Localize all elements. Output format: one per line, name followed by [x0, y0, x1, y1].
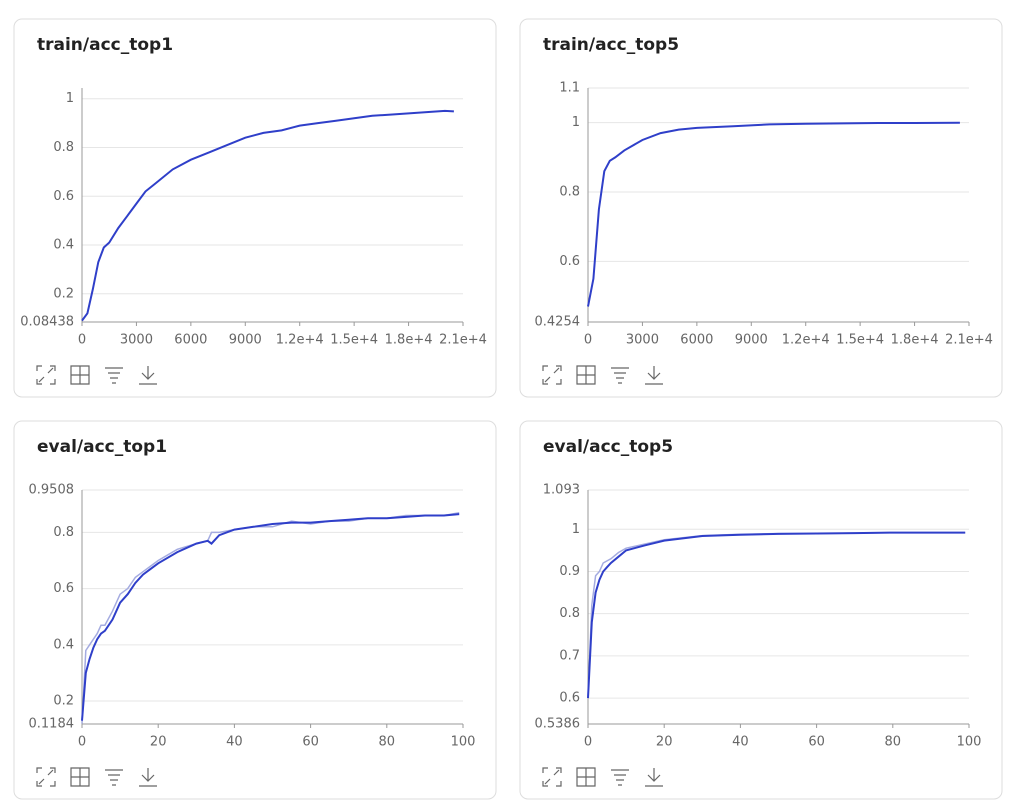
y-tick-label: 0.4 [53, 637, 74, 652]
restore-button[interactable] [70, 767, 90, 787]
download-button[interactable] [645, 768, 663, 787]
x-tick-label: 2.1e+4 [439, 333, 487, 348]
x-tick-label: 3000 [120, 333, 153, 348]
x-tick-label: 40 [732, 735, 749, 750]
download-button[interactable] [645, 366, 663, 385]
filter-button[interactable] [105, 367, 123, 384]
y-tick-label: 1.093 [543, 483, 580, 498]
x-tick-label: 0 [584, 333, 592, 348]
y-tick-label: 0.8 [559, 185, 580, 200]
series-line [587, 531, 966, 699]
fullscreen-button[interactable] [36, 365, 56, 385]
y-tick-label: 0.8 [53, 525, 74, 540]
y-tick-label: 0.6 [53, 581, 74, 596]
y-tick-label: 0.6 [53, 189, 74, 204]
y-tick-label: 0.8 [53, 140, 74, 155]
x-tick-label: 6000 [174, 333, 207, 348]
icon[interactable] [645, 366, 663, 385]
y-tick-label: 0.2 [53, 694, 74, 709]
restore-button[interactable] [70, 365, 90, 385]
y-tick-label: 1 [66, 91, 74, 106]
icon[interactable] [645, 768, 663, 787]
x-tick-label: 9000 [735, 333, 768, 348]
y-tick-label: 0.4 [53, 238, 74, 253]
icon[interactable] [70, 767, 90, 787]
chart-title: train/acc_top1 [37, 35, 173, 55]
y-tick-label: 1.1 [559, 81, 580, 96]
filter-button[interactable] [611, 769, 629, 786]
card [519, 420, 1003, 800]
y-tick-label: 0.1184 [29, 717, 75, 732]
card [13, 18, 497, 398]
chart-title: eval/acc_top5 [543, 437, 673, 457]
y-tick-label: 0.8 [559, 606, 580, 621]
x-tick-label: 100 [957, 735, 982, 750]
x-tick-label: 0 [78, 333, 86, 348]
x-tick-label: 3000 [626, 333, 659, 348]
download-button[interactable] [139, 366, 157, 385]
icon[interactable] [36, 767, 56, 787]
x-tick-label: 6000 [680, 333, 713, 348]
x-tick-label: 0 [78, 735, 86, 750]
y-tick-label: 0.4254 [535, 315, 581, 330]
x-tick-label: 100 [451, 735, 476, 750]
x-tick-label: 1.2e+4 [782, 333, 830, 348]
card [13, 420, 497, 800]
icon[interactable] [70, 365, 90, 385]
fullscreen-button[interactable] [36, 767, 56, 787]
x-tick-label: 60 [302, 735, 319, 750]
y-tick-label: 0.9508 [29, 483, 75, 498]
chart-title: train/acc_top5 [543, 35, 679, 55]
x-tick-label: 80 [885, 735, 902, 750]
y-tick-label: 0.6 [559, 691, 580, 706]
x-tick-label: 60 [808, 735, 825, 750]
filter-button[interactable] [105, 769, 123, 786]
y-tick-label: 0.9 [559, 564, 580, 579]
icon[interactable] [139, 366, 157, 385]
y-tick-label: 0.5386 [535, 717, 581, 732]
series-line [81, 513, 460, 721]
x-tick-label: 1.8e+4 [891, 333, 939, 348]
x-tick-label: 20 [150, 735, 167, 750]
y-tick-label: 1 [572, 115, 580, 130]
fullscreen-button[interactable] [542, 767, 562, 787]
x-tick-label: 1.5e+4 [836, 333, 884, 348]
x-tick-label: 9000 [229, 333, 262, 348]
download-button[interactable] [139, 768, 157, 787]
icon[interactable] [542, 365, 562, 385]
icon[interactable] [576, 365, 596, 385]
y-tick-label: 0.08438 [20, 315, 74, 330]
restore-button[interactable] [576, 767, 596, 787]
x-tick-label: 1.2e+4 [276, 333, 324, 348]
icon[interactable] [105, 367, 123, 384]
x-tick-label: 40 [226, 735, 243, 750]
icon[interactable] [576, 767, 596, 787]
x-tick-label: 20 [656, 735, 673, 750]
icon[interactable] [611, 367, 629, 384]
icon[interactable] [611, 769, 629, 786]
card [519, 18, 1003, 398]
fullscreen-button[interactable] [542, 365, 562, 385]
y-tick-label: 1 [572, 522, 580, 537]
x-tick-label: 1.5e+4 [330, 333, 378, 348]
series-line [587, 121, 960, 307]
x-tick-label: 0 [584, 735, 592, 750]
y-tick-label: 0.6 [559, 254, 580, 269]
icon[interactable] [139, 768, 157, 787]
series-line [81, 109, 454, 322]
chart-title: eval/acc_top1 [37, 437, 167, 457]
icon[interactable] [105, 769, 123, 786]
x-tick-label: 80 [379, 735, 396, 750]
restore-button[interactable] [576, 365, 596, 385]
icon[interactable] [36, 365, 56, 385]
filter-button[interactable] [611, 367, 629, 384]
y-tick-label: 0.2 [53, 286, 74, 301]
y-tick-label: 0.7 [559, 648, 580, 663]
icon[interactable] [542, 767, 562, 787]
x-tick-label: 1.8e+4 [385, 333, 433, 348]
x-tick-label: 2.1e+4 [945, 333, 993, 348]
